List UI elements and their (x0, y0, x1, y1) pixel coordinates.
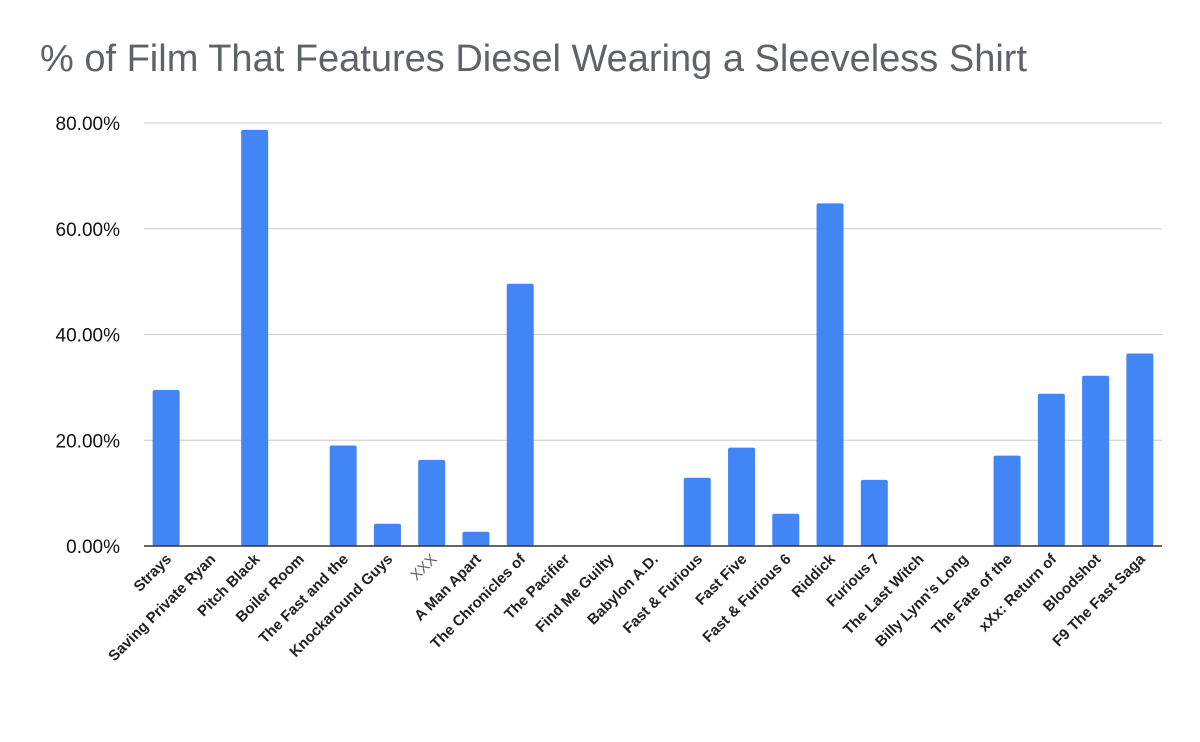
y-tick-label: 40.00% (56, 326, 121, 347)
bar (860, 479, 888, 546)
bar (462, 531, 490, 546)
bar (683, 477, 711, 546)
bar (816, 203, 844, 546)
bar (241, 129, 269, 546)
bars (152, 129, 1154, 546)
x-category-label: The Fate of the (928, 551, 1015, 638)
y-tick-label: 80.00% (56, 114, 121, 135)
bar (1082, 375, 1110, 546)
x-category-label: Fast & Furious (620, 551, 706, 637)
y-tick-label: 60.00% (56, 220, 121, 241)
bar (329, 445, 357, 546)
bar (728, 447, 756, 546)
bar (772, 513, 800, 546)
bar (993, 455, 1021, 546)
y-tick-label: 0.00% (66, 537, 120, 558)
x-category-label: The Last Witch (840, 551, 927, 638)
bar (373, 523, 401, 546)
y-tick-label: 20.00% (56, 431, 121, 452)
x-category-label: XXX (407, 551, 440, 584)
bar (1126, 353, 1154, 546)
chart-title: % of Film That Features Diesel Wearing a… (40, 38, 1027, 80)
y-axis-ticks: 0.00% 20.00% 40.00% 60.00% 80.00% (56, 114, 121, 558)
x-category-label: xXx: Return of (976, 550, 1061, 635)
bar (418, 459, 446, 546)
bar (506, 283, 534, 546)
gridlines (144, 122, 1162, 441)
x-category-label: Find Me Guilty (532, 550, 618, 636)
bar (152, 390, 180, 546)
bar (1037, 393, 1065, 546)
